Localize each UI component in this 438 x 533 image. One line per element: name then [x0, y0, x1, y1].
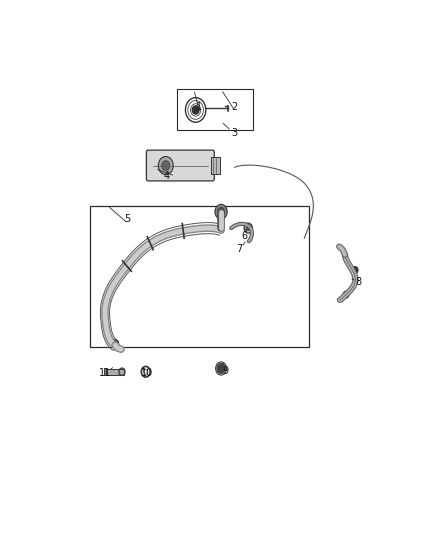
FancyBboxPatch shape [146, 150, 214, 181]
Circle shape [215, 204, 227, 219]
Bar [104, 368, 106, 375]
Bar [211, 157, 220, 174]
Text: 10: 10 [141, 368, 153, 377]
Circle shape [162, 160, 170, 171]
Text: 9: 9 [223, 366, 229, 376]
Circle shape [112, 340, 119, 348]
Text: 5: 5 [124, 214, 131, 224]
Text: 1: 1 [196, 102, 202, 112]
Circle shape [218, 207, 225, 216]
Bar [106, 369, 124, 375]
Text: 11: 11 [99, 368, 111, 377]
Circle shape [192, 106, 199, 114]
Circle shape [343, 292, 349, 298]
Text: 8: 8 [356, 277, 362, 287]
Text: 6: 6 [242, 230, 248, 240]
Text: 2: 2 [232, 102, 238, 112]
Circle shape [353, 266, 358, 273]
Text: 3: 3 [232, 128, 238, 138]
Circle shape [217, 364, 225, 374]
Circle shape [246, 225, 250, 231]
Text: 7: 7 [236, 245, 242, 254]
Text: 4: 4 [164, 171, 170, 181]
Bar [177, 90, 253, 130]
Circle shape [158, 157, 173, 175]
Bar [90, 206, 309, 347]
